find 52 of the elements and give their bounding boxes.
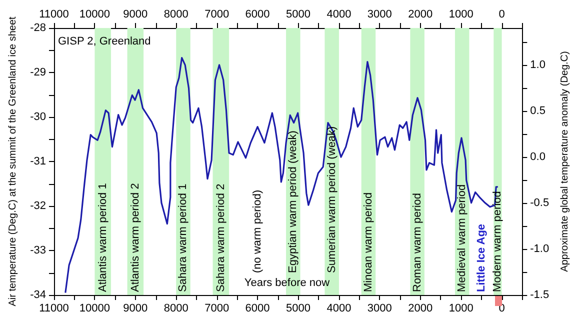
x2-tick-label: 9000 xyxy=(123,8,148,20)
band-label: Modern warm period xyxy=(492,191,504,292)
y-tick-label: -33 xyxy=(30,244,46,256)
x-axis-title: Years before now xyxy=(244,277,330,289)
band-label: Sumerian warm period (weak) xyxy=(326,126,338,273)
y2-tick-label: -0.5 xyxy=(530,196,550,209)
annotation: Little Ice Age xyxy=(475,224,488,292)
x2-tick-label: 4000 xyxy=(326,8,352,20)
x-tick-label: 9000 xyxy=(123,302,148,314)
annotation: (no warm period) xyxy=(252,190,264,273)
x2-tick-label: 11000 xyxy=(39,8,69,20)
y2-tick-label: -1.5 xyxy=(530,289,550,301)
band-label: Sahara warm period 2 xyxy=(214,184,227,292)
y-tick-label: -30 xyxy=(30,111,46,123)
x-tick-label: 7000 xyxy=(204,302,230,314)
x2-tick-label: 3000 xyxy=(367,8,392,20)
x-tick-label: 11000 xyxy=(39,302,69,314)
x2-tick-label: 5000 xyxy=(286,8,310,20)
x2-tick-label: 8000 xyxy=(164,8,188,20)
x2-tick-label: 7000 xyxy=(204,8,230,20)
band-label: Roman warm period xyxy=(411,192,424,292)
annotation: GISP 2, Greenland xyxy=(58,36,151,48)
y2-tick-label: -1.0 xyxy=(530,242,550,255)
x-tick-label: 4000 xyxy=(326,302,352,314)
x2-tick-label: 2000 xyxy=(408,8,433,20)
y-tick-label: -28 xyxy=(30,22,46,34)
band-label: Atlantis warm period 2 xyxy=(129,183,142,292)
x2-tick-label: 6000 xyxy=(245,8,270,20)
band-label: Medieval warm period xyxy=(456,184,468,292)
y-tick-label: -29 xyxy=(30,66,46,78)
x-tick-label: 8000 xyxy=(164,302,188,314)
x-tick-label: 10000 xyxy=(79,302,110,314)
band-label: Minoan warm period xyxy=(362,192,374,292)
y-tick-label: -34 xyxy=(30,289,46,301)
y-tick-label: -32 xyxy=(30,200,46,212)
x-tick-label: 1000 xyxy=(448,302,474,314)
y-tick-label: -31 xyxy=(30,156,46,168)
x2-tick-label: 0 xyxy=(498,8,505,20)
x-tick-label: 2000 xyxy=(408,302,433,314)
x-tick-label: 6000 xyxy=(245,302,270,314)
x-tick-label: 3000 xyxy=(367,302,392,314)
x2-tick-label: 1000 xyxy=(448,8,474,20)
y-axis-title: Air temperature (Deg.C) at the summit of the Greenland ice sheet xyxy=(8,16,18,306)
band-label: Sahara warm period 1 xyxy=(177,184,190,292)
band-label: Atlantis warm period 1 xyxy=(96,183,109,292)
x-tick-label: 5000 xyxy=(286,302,310,314)
x2-tick-label: 10000 xyxy=(79,8,110,20)
y2-tick-label: 1.0 xyxy=(530,58,546,71)
band-label: Egyptian warm period (weak) xyxy=(287,130,300,273)
y2-tick-label: 0.0 xyxy=(530,150,546,163)
y2-tick-label: 0.5 xyxy=(530,104,546,117)
y2-axis-title: Approximate global temperature anomaly (Deg.C) xyxy=(560,51,570,272)
